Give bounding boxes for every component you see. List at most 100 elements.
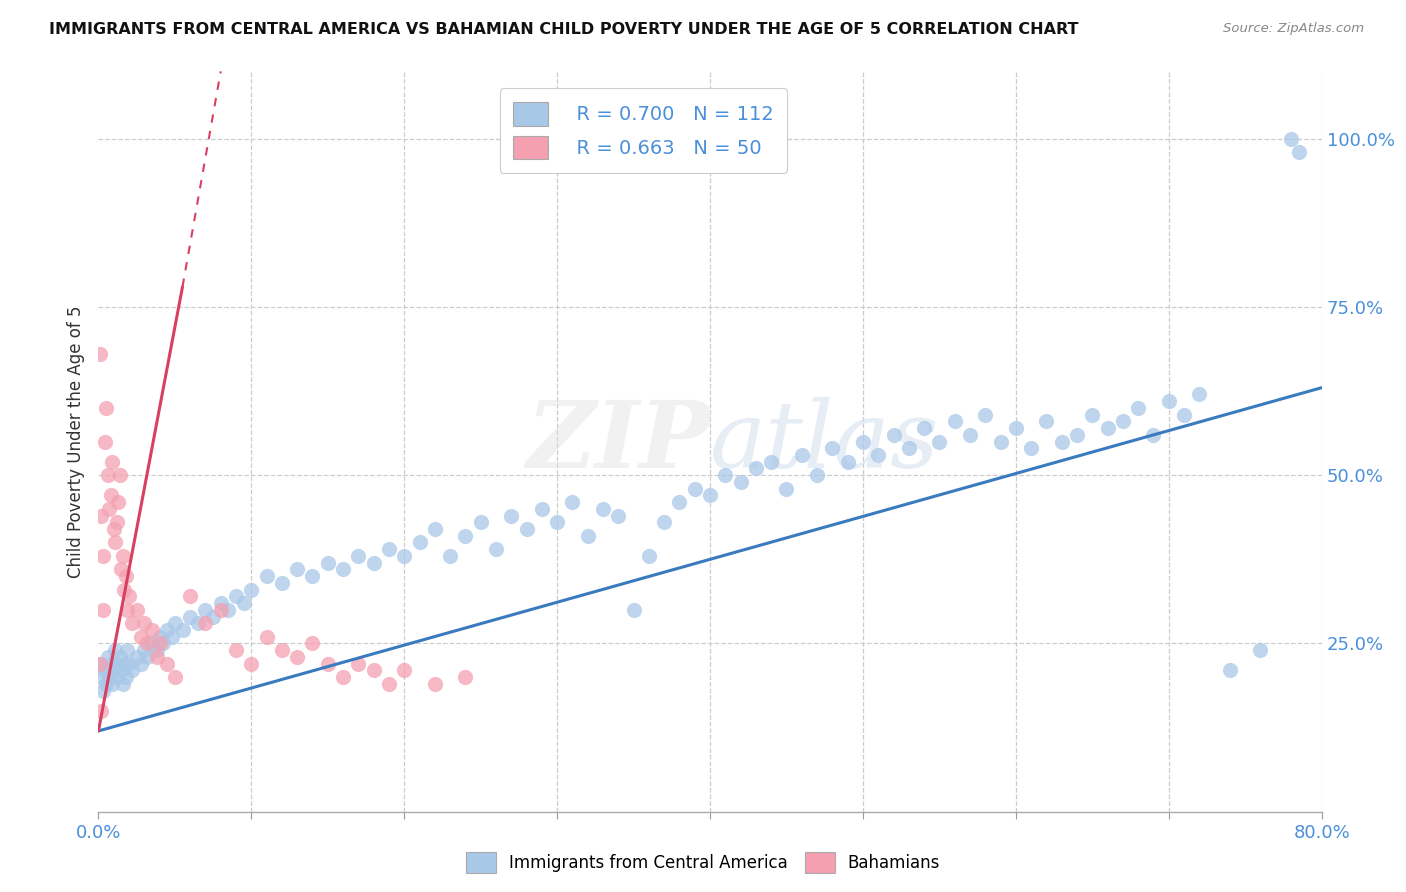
Point [240,657,263,671]
Point [1157,394,1180,409]
Point [576,529,599,543]
Point [125,603,148,617]
Point [101,455,124,469]
Point [232,596,254,610]
Point [668,495,690,509]
Point [129,657,152,671]
Point [136,636,159,650]
Point [699,488,721,502]
Point [202,609,225,624]
Point [163,616,186,631]
Point [821,442,844,456]
Point [959,427,981,442]
Point [1035,414,1057,428]
Point [1081,408,1104,422]
Point [759,455,782,469]
Point [145,643,167,657]
Point [516,522,538,536]
Point [501,508,523,523]
Point [561,495,583,509]
Point [187,616,209,631]
Point [775,482,797,496]
Point [423,522,446,536]
Point [301,636,323,650]
Point [285,562,308,576]
Point [94,677,117,691]
Point [134,616,156,631]
Point [194,616,217,631]
Text: Source: ZipAtlas.com: Source: ZipAtlas.com [1223,22,1364,36]
Point [623,603,645,617]
Point [103,664,125,678]
Point [179,609,201,624]
Point [91,603,114,617]
Point [110,664,132,678]
Point [100,657,122,671]
Point [897,442,920,456]
Point [117,603,139,617]
Point [149,630,172,644]
Point [1173,408,1195,422]
Point [90,704,112,718]
Point [93,434,115,449]
Point [145,649,167,664]
Y-axis label: Child Poverty Under the Age of 5: Child Poverty Under the Age of 5 [66,305,84,578]
Point [1066,427,1088,442]
Point [89,657,111,671]
Point [97,649,120,664]
Point [256,630,278,644]
Point [378,542,401,557]
Point [104,643,127,657]
Point [97,468,120,483]
Point [194,603,217,617]
Point [485,542,508,557]
Point [111,549,134,563]
Point [363,664,385,678]
Point [1219,664,1241,678]
Point [423,677,446,691]
Point [136,649,159,664]
Legend:   R = 0.700   N = 112,   R = 0.663   N = 50: R = 0.700 N = 112, R = 0.663 N = 50 [499,88,787,173]
Point [91,683,114,698]
Point [912,421,935,435]
Point [91,549,114,563]
Point [163,670,186,684]
Point [790,448,813,462]
Point [454,529,477,543]
Point [1279,131,1302,145]
Point [217,603,239,617]
Point [683,482,706,496]
Point [98,501,121,516]
Point [316,556,339,570]
Point [112,582,135,597]
Point [141,623,163,637]
Text: atlas: atlas [710,397,939,486]
Point [115,670,138,684]
Point [121,664,143,678]
Point [316,657,339,671]
Point [156,657,179,671]
Point [408,535,430,549]
Point [347,657,370,671]
Point [392,549,416,563]
Point [94,401,117,415]
Point [347,549,370,563]
Point [118,590,141,604]
Point [256,569,278,583]
Point [546,516,568,530]
Point [990,434,1012,449]
Point [1050,434,1073,449]
Point [90,670,112,684]
Point [110,562,132,576]
Point [134,643,156,657]
Point [883,427,905,442]
Point [607,508,630,523]
Point [378,677,401,691]
Point [1019,442,1042,456]
Point [363,556,385,570]
Point [837,455,859,469]
Point [105,516,128,530]
Point [125,649,148,664]
Point [112,657,135,671]
Point [225,590,247,604]
